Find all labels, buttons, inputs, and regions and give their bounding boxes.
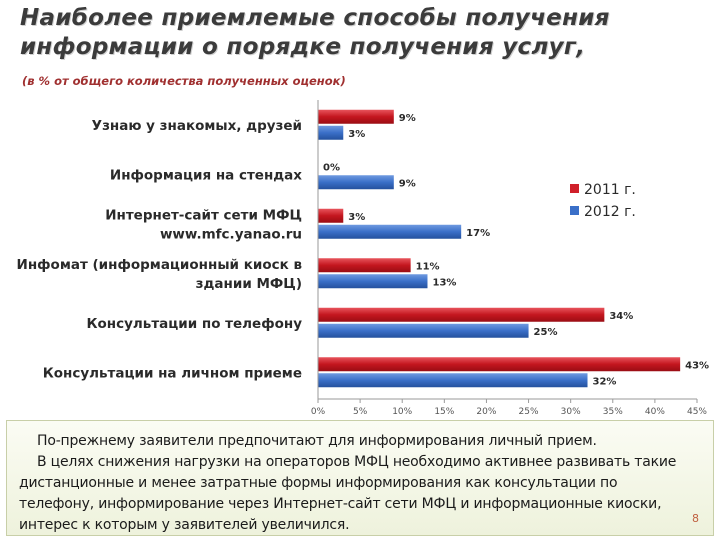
data-label: 34% <box>609 311 633 322</box>
data-label: 3% <box>348 212 365 223</box>
data-label: 32% <box>593 376 617 387</box>
category-label: Консультации на личном приеме <box>43 365 302 381</box>
bar-2011 <box>318 307 605 322</box>
bar-2012 <box>318 323 529 338</box>
note-line-1: По-прежнему заявители предпочитают для и… <box>37 433 597 449</box>
x-tick-label: 40% <box>645 407 665 416</box>
data-label: 3% <box>348 129 365 140</box>
bar-2011 <box>318 208 344 223</box>
x-tick-label: 35% <box>603 407 623 416</box>
x-tick-label: 5% <box>353 407 368 416</box>
data-label: 0% <box>323 162 340 173</box>
slide-title: Наиболее приемлемые способы получения ин… <box>20 5 610 60</box>
x-tick-label: 25% <box>519 407 539 416</box>
page-number: 8 <box>692 512 699 525</box>
bar-2012 <box>318 274 428 289</box>
note-line-2: В целях снижения нагрузки на операторов … <box>19 454 677 533</box>
category-label: www.mfc.yanao.ru <box>160 226 302 242</box>
x-tick-label: 0% <box>311 407 326 416</box>
category-label: Интернет-сайт сети МФЦ <box>105 207 302 223</box>
legend-swatch <box>570 184 579 193</box>
slide-subtitle: (в % от общего количества полученных оце… <box>22 74 346 88</box>
category-label: Консультации по телефону <box>86 316 302 332</box>
data-label: 13% <box>432 277 456 288</box>
x-tick-label: 15% <box>434 407 454 416</box>
bar-2011 <box>318 109 394 124</box>
category-label: Информация на стендах <box>110 167 302 183</box>
conclusion-note: По-прежнему заявители предпочитают для и… <box>6 420 714 536</box>
chart-svg: Узнаю у знакомых, друзей Информация на ст… <box>17 100 709 417</box>
data-label: 9% <box>399 113 416 124</box>
data-label: 11% <box>416 261 440 272</box>
legend-label: 2012 г. <box>584 204 636 220</box>
category-label: Узнаю у знакомых, друзей <box>92 118 302 134</box>
bar-2011 <box>318 357 681 372</box>
data-label: 9% <box>399 178 416 189</box>
bar-2012 <box>318 175 394 190</box>
x-tick-label: 30% <box>561 407 581 416</box>
legend-swatch <box>570 206 579 215</box>
category-label: Инфомат (информационный киоск в <box>17 257 302 273</box>
data-label: 17% <box>466 228 490 239</box>
bar-2012 <box>318 125 344 140</box>
bar-2012 <box>318 373 588 388</box>
bar-2012 <box>318 224 462 239</box>
x-tick-label: 20% <box>476 407 496 416</box>
category-label: здании МФЦ) <box>196 276 302 292</box>
x-tick-label: 10% <box>392 407 412 416</box>
bar-chart: Узнаю у знакомых, друзей Информация на ст… <box>0 96 720 417</box>
legend-label: 2011 г. <box>584 182 636 198</box>
x-tick-label: 45% <box>687 407 707 416</box>
data-label: 43% <box>685 360 709 371</box>
data-label: 25% <box>534 327 558 338</box>
bar-2011 <box>318 258 411 273</box>
